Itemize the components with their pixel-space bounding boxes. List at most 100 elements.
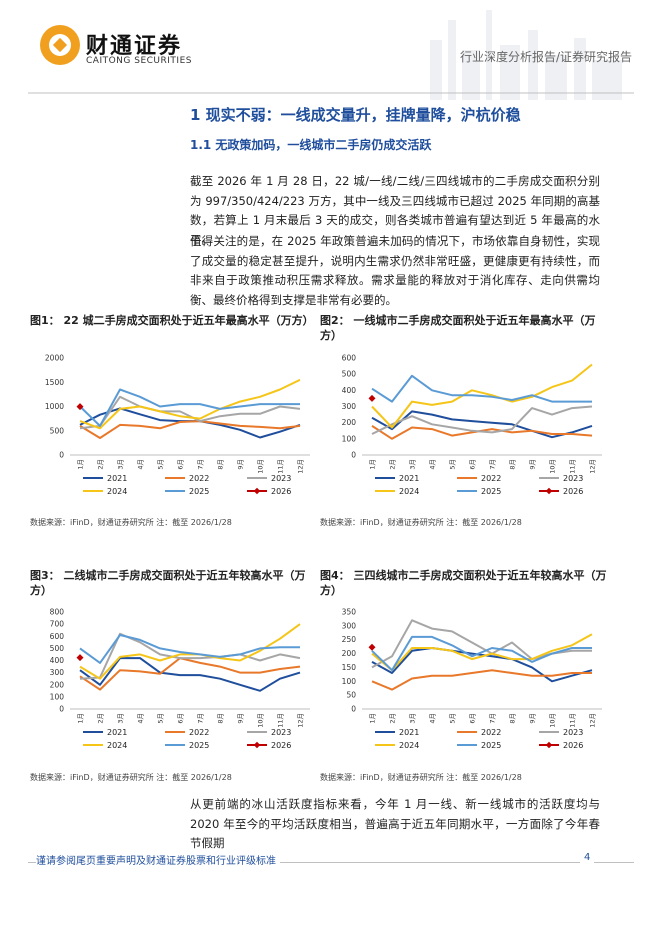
y-tick-label: 350 [342, 608, 357, 617]
y-tick-label: 300 [342, 621, 357, 630]
legend-label: 2023 [563, 474, 583, 483]
legend-marker [545, 741, 553, 749]
series-line [371, 363, 593, 429]
chart: 0 500 1000 1500 2000 1月 2月 3月 4月 5月 6月 7月 8月 9月 10月 11月… [45, 354, 310, 496]
x-tick-label: 11月 [569, 713, 577, 728]
section-title: 1 现实不弱：一线成交量升，挂牌量降，沪杭价稳 [190, 106, 521, 124]
legend-label: 2022 [189, 474, 209, 483]
series-line [371, 635, 592, 672]
legend-label: 2025 [481, 487, 501, 496]
y-tick-label: 600 [342, 354, 357, 363]
y-tick-label: 800 [50, 608, 65, 617]
x-tick-label: 10月 [257, 713, 265, 728]
footer-disclaimer: 谨请参阅尾页重要声明及财通证券股票和行业评级标准 [36, 852, 280, 867]
header-graphic [28, 10, 634, 100]
x-tick-label: 7月 [489, 459, 497, 470]
data-point [76, 654, 84, 662]
x-tick-label: 12月 [589, 459, 597, 474]
x-tick-label: 5月 [449, 713, 457, 724]
x-tick-label: 1月 [369, 713, 377, 724]
series-line [371, 619, 592, 669]
footer-rule [28, 862, 634, 863]
x-tick-label: 9月 [529, 459, 537, 470]
legend-label: 2024 [399, 741, 419, 750]
y-tick-label: 0 [351, 451, 356, 460]
x-tick-label: 4月 [137, 713, 145, 724]
legend-label: 2026 [563, 487, 583, 496]
legend-label: 2026 [563, 741, 583, 750]
x-tick-label: 5月 [157, 713, 165, 724]
series-line [79, 657, 301, 692]
x-tick-label: 1月 [77, 713, 85, 724]
data-point [368, 394, 376, 402]
x-tick-label: 4月 [137, 459, 145, 470]
y-tick-label: 700 [50, 620, 65, 629]
legend-label: 2023 [271, 728, 291, 737]
chart-source: 数据来源：iFinD，财通证券研究所 注：截至 2026/1/28 [320, 773, 522, 782]
legend-label: 2025 [189, 487, 209, 496]
x-tick-label: 12月 [297, 459, 305, 474]
chart: 0 100 200 300 400 500 600 700 800 1月 2月 3月 4月 5月 6月 7月 8… [50, 608, 310, 750]
y-tick-label: 500 [342, 370, 357, 379]
y-tick-label: 0 [59, 705, 64, 714]
legend-marker [545, 487, 553, 495]
x-tick-label: 3月 [117, 713, 125, 724]
logo-en: CAITONG SECURITIES [86, 56, 192, 66]
y-tick-label: 200 [342, 649, 357, 658]
y-tick-label: 0 [351, 705, 356, 714]
x-tick-label: 10月 [549, 459, 557, 474]
x-tick-label: 11月 [277, 459, 285, 474]
page-number: 4 [580, 852, 595, 863]
series-line [371, 405, 593, 435]
x-tick-label: 8月 [509, 459, 517, 470]
legend-label: 2023 [271, 474, 291, 483]
legend-marker [253, 741, 261, 749]
x-tick-label: 9月 [529, 713, 537, 724]
y-tick-label: 1500 [45, 378, 64, 387]
y-tick-label: 100 [50, 692, 65, 701]
y-tick-label: 400 [342, 386, 357, 395]
y-tick-label: 300 [50, 668, 65, 677]
x-tick-label: 3月 [409, 459, 417, 470]
x-tick-label: 11月 [569, 459, 577, 474]
x-tick-label: 5月 [157, 459, 165, 470]
series-line [371, 633, 593, 672]
legend-label: 2024 [399, 487, 419, 496]
x-tick-label: 8月 [217, 713, 225, 724]
y-tick-label: 200 [50, 680, 65, 689]
chart-title: 图2： 一线城市二手房成交面积处于近五年最高水平（万方） [320, 314, 596, 342]
x-tick-label: 8月 [217, 459, 225, 470]
x-tick-label: 6月 [177, 459, 185, 470]
series-line [371, 374, 592, 403]
chart-source: 数据来源：iFinD，财通证券研究所 注：截至 2026/1/28 [320, 518, 522, 527]
legend-label: 2021 [107, 474, 127, 483]
logo-cn: 财通证券 [86, 34, 183, 59]
series-line [371, 647, 593, 683]
y-tick-label: 250 [342, 635, 357, 644]
x-tick-label: 7月 [489, 713, 497, 724]
x-tick-label: 12月 [297, 713, 305, 728]
series-line [79, 657, 301, 691]
legend-label: 2026 [271, 741, 291, 750]
legend-label: 2022 [481, 728, 501, 737]
legend-label: 2022 [189, 728, 209, 737]
y-tick-label: 2000 [45, 354, 64, 363]
x-tick-label: 6月 [177, 713, 185, 724]
x-tick-label: 3月 [409, 713, 417, 724]
series-line [79, 395, 301, 430]
chart-title: 图4： 三四线城市二手房成交面积处于近五年较高水平（万方） [320, 569, 607, 597]
y-tick-label: 100 [342, 677, 357, 686]
x-tick-label: 8月 [509, 713, 517, 724]
y-tick-label: 200 [342, 418, 357, 427]
x-tick-label: 2月 [389, 713, 397, 724]
logo-emblem-center [52, 37, 68, 53]
paragraph: 从更前端的冰山活跃度指标来看，今年 1 月一线、新一线城市的活跃度均与 2020… [190, 797, 600, 850]
x-tick-label: 6月 [469, 713, 477, 724]
y-tick-label: 0 [59, 451, 64, 460]
y-tick-label: 100 [342, 434, 357, 443]
chart-source: 数据来源：iFinD，财通证券研究所 注：截至 2026/1/28 [30, 518, 232, 527]
chart-source: 数据来源：iFinD，财通证券研究所 注：截至 2026/1/28 [30, 773, 232, 782]
y-tick-label: 50 [346, 691, 356, 700]
series-line [371, 669, 592, 691]
data-point [368, 643, 376, 651]
